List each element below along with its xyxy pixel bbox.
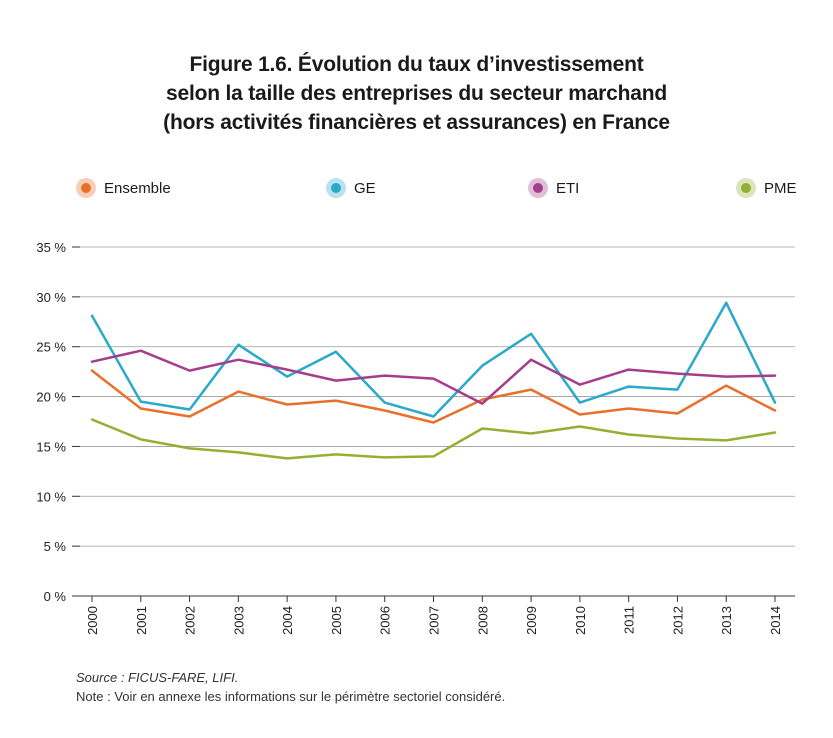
legend-label-pme: PME [764,179,797,197]
chart-title-line-2: selon la taille des entreprises du secte… [166,82,667,105]
y-tick-label-30: 30 % [36,290,66,305]
x-tick-label-2005: 2005 [329,606,344,635]
legend-item-eti: ETI [528,178,579,198]
y-tick-label-25: 25 % [36,340,66,355]
series-line-ge [90,301,777,418]
x-tick-label-2004: 2004 [280,606,295,635]
y-tick-label-5: 5 % [44,539,67,554]
series-line-eti [90,349,777,405]
x-tick-label-2013: 2013 [719,606,734,635]
source-line: Source : FICUS-FARE, LIFI. [76,670,239,685]
source-text: FICUS-FARE, LIFI. [128,670,239,685]
legend-marker-pme [736,178,756,198]
legend-marker-ensemble [76,178,96,198]
source-label: Source [76,670,118,685]
y-tick-label-15: 15 % [36,439,66,454]
series-line-ensemble [90,369,777,424]
x-tick-label-2003: 2003 [231,606,246,635]
legend-label-eti: ETI [556,179,580,197]
x-tick-label-2007: 2007 [427,606,442,635]
chart-title: Figure 1.6. Évolution du taux d’investis… [0,50,833,137]
x-tick-label-2009: 2009 [524,606,539,635]
chart-title-line-1: Figure 1.6. Évolution du taux d’investis… [189,53,644,76]
note-text: Voir en annexe les informations sur le p… [114,689,506,704]
x-tick-label-2010: 2010 [573,606,588,635]
x-tick-label-2002: 2002 [183,606,198,635]
legend-item-ensemble: Ensemble [76,178,171,198]
legend-item-pme: PME [736,178,797,198]
legend-item-ge: GE [326,178,376,198]
x-tick-label-2011: 2011 [622,606,637,634]
legend-label-ge: GE [354,179,376,197]
x-tick-label-2012: 2012 [670,606,685,635]
y-tick-label-20: 20 % [36,390,66,405]
note-line: Note : Voir en annexe les informations s… [76,689,506,704]
x-tick-label-2001: 2001 [134,606,149,635]
chart-notes: Source : FICUS-FARE, LIFI. Note : Voir e… [76,668,505,706]
x-tick-label-2000: 2000 [85,606,100,635]
legend-marker-ge [326,178,346,198]
x-tick-label-2008: 2008 [475,606,490,635]
chart-legend: Ensemble GE ETI PME [0,178,833,206]
note-label: Note [76,689,104,704]
y-tick-label-0: 0 % [44,589,67,604]
y-tick-label-35: 35 % [36,240,66,255]
series-line-pme [90,418,777,460]
legend-label-ensemble: Ensemble [104,179,171,197]
x-tick-label-2006: 2006 [378,606,393,635]
y-tick-label-10: 10 % [36,489,66,504]
chart-title-line-3: (hors activités financières et assurance… [163,111,670,134]
legend-marker-eti [528,178,548,198]
x-tick-label-2014: 2014 [768,606,783,635]
